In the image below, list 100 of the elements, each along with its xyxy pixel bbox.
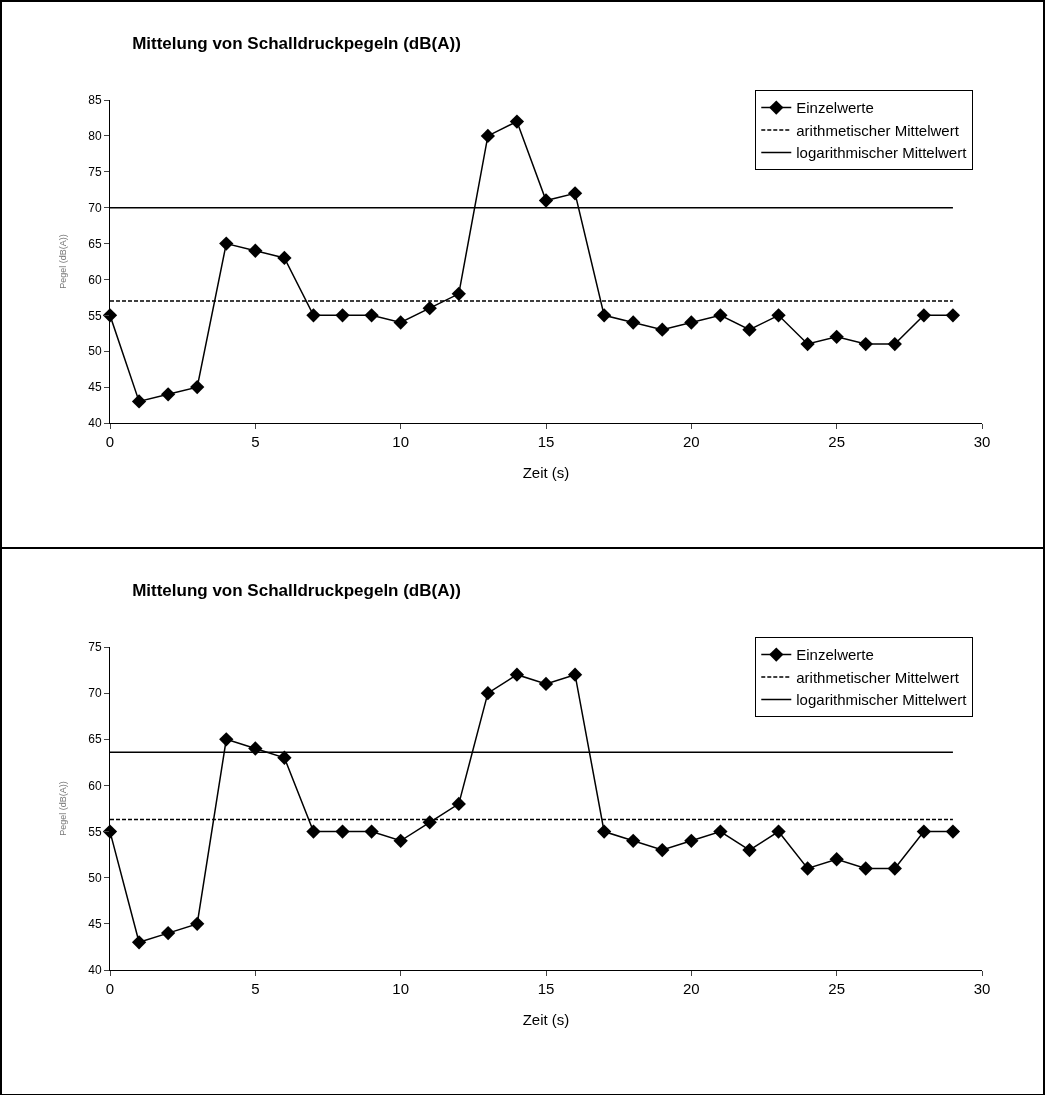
y-tick-label: 65 xyxy=(88,236,102,251)
point xyxy=(742,842,757,858)
x-tick-label: 20 xyxy=(682,433,700,450)
point xyxy=(829,852,844,867)
point xyxy=(393,315,408,330)
point xyxy=(131,935,147,950)
x-tick-label: 10 xyxy=(392,433,410,450)
point xyxy=(713,824,728,839)
point xyxy=(451,286,466,301)
x-tick-label: 20 xyxy=(682,980,700,997)
point xyxy=(567,186,583,201)
y-tick-label: 70 xyxy=(88,686,102,701)
legend-label: arithmetischer Mittelwert xyxy=(796,121,960,139)
point xyxy=(509,667,525,682)
point xyxy=(364,824,379,839)
x-tick-label: 10 xyxy=(392,980,410,997)
y-tick-label: 75 xyxy=(88,640,102,655)
y-tick-label: 45 xyxy=(88,917,102,932)
legend-label: Einzelwerte xyxy=(796,646,874,664)
point xyxy=(190,379,205,395)
point xyxy=(684,833,699,848)
x-tick-label: 0 xyxy=(105,433,115,450)
point xyxy=(219,732,234,747)
y-axis-title: Pegel (dB(A)) xyxy=(57,234,68,289)
y-tick-label: 40 xyxy=(88,416,102,431)
point xyxy=(277,750,292,765)
y-tick-label: 50 xyxy=(88,870,102,885)
point xyxy=(596,824,612,839)
point xyxy=(742,322,757,337)
y-tick-label: 50 xyxy=(88,344,102,359)
point xyxy=(277,250,292,266)
point xyxy=(945,308,961,323)
legend-label: logarithmischer Mittelwert xyxy=(796,144,968,162)
x-tick-label: 5 xyxy=(251,433,260,450)
y-tick-label: 75 xyxy=(88,164,102,179)
point xyxy=(800,336,815,352)
point xyxy=(567,667,583,682)
y-tick-label: 45 xyxy=(88,380,102,395)
y-tick-label: 55 xyxy=(88,308,102,323)
point xyxy=(858,336,873,352)
x-tick-label: 15 xyxy=(537,980,555,997)
point xyxy=(771,308,786,323)
x-axis-title: Zeit (s) xyxy=(522,464,570,481)
point xyxy=(131,394,147,409)
point xyxy=(509,114,525,129)
chart-title: Mittelung von Schalldruckpegeln (dB(A)) xyxy=(132,581,461,601)
x-axis-title: Zeit (s) xyxy=(522,1011,570,1028)
x-tick-label: 30 xyxy=(973,433,991,450)
point xyxy=(219,236,234,251)
point xyxy=(655,842,670,858)
point xyxy=(916,308,932,323)
point xyxy=(451,796,466,812)
point xyxy=(364,308,379,323)
point xyxy=(190,916,205,932)
y-tick-label: 65 xyxy=(88,732,102,747)
legend-label: logarithmischer Mittelwert xyxy=(796,691,968,709)
point xyxy=(422,815,437,830)
point xyxy=(335,824,350,839)
y-tick-label: 40 xyxy=(88,963,102,978)
y-axis-title: Pegel (dB(A)) xyxy=(57,781,68,836)
point xyxy=(538,193,554,208)
point xyxy=(393,833,408,848)
point xyxy=(684,315,699,330)
y-tick-label: 55 xyxy=(88,824,102,839)
y-tick-label: 80 xyxy=(88,129,102,144)
x-tick-label: 0 xyxy=(105,980,115,997)
point xyxy=(887,336,902,352)
x-tick-label: 30 xyxy=(973,980,991,997)
point xyxy=(655,322,670,337)
y-tick-label: 60 xyxy=(88,778,102,793)
point xyxy=(945,824,961,839)
point xyxy=(887,861,902,876)
point xyxy=(596,308,612,323)
point xyxy=(916,824,932,839)
legend-label: arithmetischer Mittelwert xyxy=(796,668,960,686)
point xyxy=(306,308,321,323)
point xyxy=(248,243,263,258)
y-tick-label: 70 xyxy=(88,200,102,215)
point xyxy=(160,387,176,402)
point xyxy=(335,308,350,323)
point xyxy=(480,685,496,701)
point xyxy=(829,329,844,345)
point xyxy=(626,315,641,330)
point xyxy=(422,301,437,316)
point xyxy=(771,824,786,839)
point xyxy=(713,308,728,323)
x-tick-label: 15 xyxy=(537,433,555,450)
point xyxy=(626,833,641,848)
x-tick-label: 5 xyxy=(251,980,260,997)
chart-title: Mittelung von Schalldruckpegeln (dB(A)) xyxy=(132,34,461,54)
x-tick-label: 25 xyxy=(828,980,846,997)
legend-label: Einzelwerte xyxy=(796,99,874,117)
point xyxy=(480,128,496,144)
point xyxy=(858,861,873,876)
y-tick-label: 60 xyxy=(88,272,102,287)
point xyxy=(160,925,176,941)
point xyxy=(538,676,554,692)
x-tick-label: 25 xyxy=(828,433,846,450)
y-tick-label: 85 xyxy=(88,93,102,108)
point xyxy=(306,824,321,839)
